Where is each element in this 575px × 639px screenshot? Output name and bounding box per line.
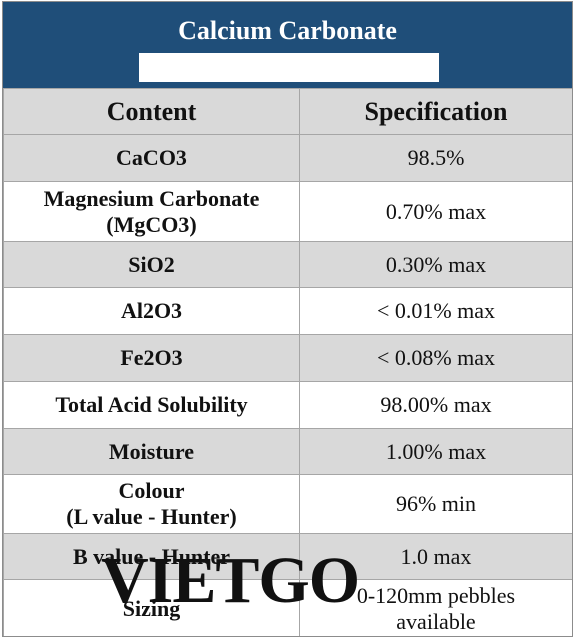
spec-cell: 96% min <box>299 474 572 534</box>
spec-cell: 0.30% max <box>299 241 572 288</box>
content-cell: Fe2O3 <box>3 334 300 382</box>
content-cell: Colour (L value - Hunter) <box>3 474 300 534</box>
table-row: SiO2 0.30% max <box>3 241 572 288</box>
specification-table: Content Specification CaCO3 98.5% Magnes… <box>3 88 572 636</box>
spec-cell: < 0.08% max <box>299 334 572 382</box>
spec-cell: 0-120mm pebbles available <box>299 579 572 636</box>
spec-cell: 98.00% max <box>299 381 572 429</box>
spec-cell: < 0.01% max <box>299 287 572 335</box>
table-row: CaCO3 98.5% <box>3 134 572 182</box>
content-cell: Al2O3 <box>3 287 300 335</box>
table-row: Sizing 0-120mm pebbles available <box>3 579 572 636</box>
table-row: Moisture 1.00% max <box>3 428 572 475</box>
table-row: Total Acid Solubility 98.00% max <box>3 381 572 429</box>
spec-cell: 98.5% <box>299 134 572 182</box>
table-row: Magnesium Carbonate (MgCO3) 0.70% max <box>3 181 572 242</box>
content-cell: Total Acid Solubility <box>3 381 300 429</box>
spec-cell: 0.70% max <box>299 181 572 242</box>
header-specification: Specification <box>299 88 572 135</box>
spec-cell: 1.0 max <box>299 533 572 580</box>
table-title: Calcium Carbonate <box>178 16 397 45</box>
content-cell: Sizing <box>3 579 300 636</box>
title-band: Calcium Carbonate <box>3 2 572 89</box>
title-input-box <box>139 53 439 82</box>
table-row: Al2O3 < 0.01% max <box>3 287 572 335</box>
content-cell: CaCO3 <box>3 134 300 182</box>
content-cell: Moisture <box>3 428 300 475</box>
spec-cell: 1.00% max <box>299 428 572 475</box>
watermark-logo: VIETGO <box>101 544 360 617</box>
header-content: Content <box>3 88 300 135</box>
table-row: Colour (L value - Hunter) 96% min <box>3 474 572 534</box>
table-header-row: Content Specification <box>3 88 572 135</box>
content-cell: Magnesium Carbonate (MgCO3) <box>3 181 300 242</box>
table-row: Fe2O3 < 0.08% max <box>3 334 572 382</box>
content-cell: SiO2 <box>3 241 300 288</box>
